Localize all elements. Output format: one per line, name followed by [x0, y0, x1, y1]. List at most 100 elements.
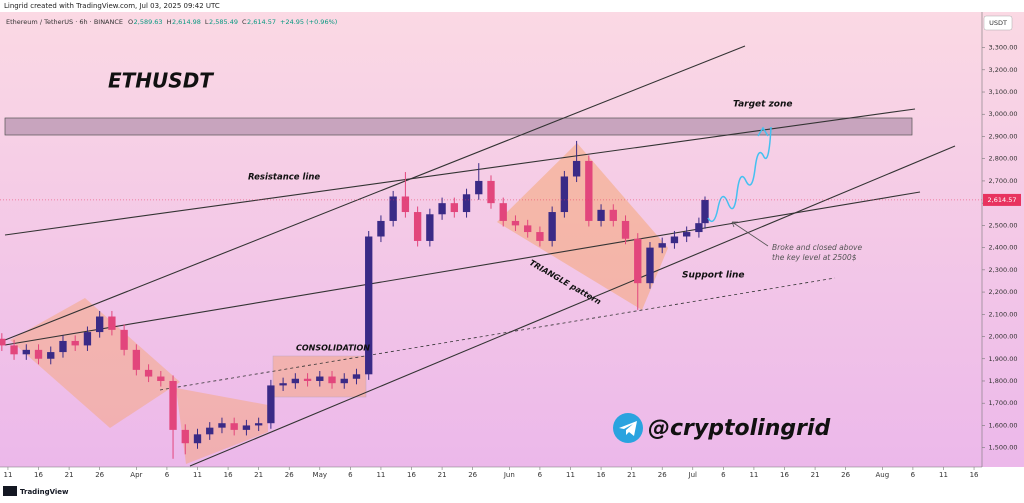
brand: TradingView	[20, 488, 69, 496]
y-tick-label: 3,300.00	[989, 44, 1018, 52]
candle-body	[511, 220, 520, 226]
candle-body	[71, 340, 79, 346]
x-tick-label: 21	[811, 471, 820, 479]
candle-body	[352, 374, 361, 379]
candle-body	[413, 212, 422, 241]
candle-body	[181, 429, 189, 444]
candle-body	[230, 423, 238, 430]
label: Support line	[682, 271, 745, 281]
candle-body	[206, 427, 214, 435]
candle-body	[303, 378, 312, 381]
candle-body	[34, 349, 43, 359]
candle-body	[450, 203, 458, 213]
last-price-box	[983, 193, 1021, 206]
y-tick-label: 1,700.00	[989, 399, 1018, 407]
x-tick-label: Apr	[130, 471, 142, 479]
candle-body	[10, 345, 18, 355]
y-tick-label: 2,300.00	[989, 266, 1018, 274]
y-tick-label: 1,800.00	[989, 377, 1018, 385]
candle-body	[401, 196, 410, 213]
candles	[0, 140, 709, 459]
channel-line	[4, 45, 746, 341]
y-tick-label: 2,100.00	[989, 310, 1018, 318]
candle-body	[267, 385, 275, 424]
candle-body	[487, 180, 495, 204]
candle-body	[462, 194, 471, 213]
x-tick-label: 16	[224, 471, 233, 479]
x-tick-label: 6	[721, 471, 726, 479]
price-axis	[982, 12, 1024, 467]
logo	[3, 486, 17, 496]
projection-arrow	[707, 126, 772, 223]
note: the key level at 2500$	[772, 253, 857, 262]
x-tick-label: 16	[597, 471, 606, 479]
candle-body	[193, 434, 202, 444]
x-tick-label: 16	[34, 471, 43, 479]
x-tick-label: 11	[749, 471, 758, 479]
arrow-head	[757, 126, 769, 137]
telegram-plane	[619, 421, 637, 436]
x-tick-label: 16	[780, 471, 789, 479]
candle-body	[254, 423, 263, 426]
note: Broke and closed above	[772, 243, 862, 252]
x-tick-label: May	[313, 471, 327, 479]
candle-body	[340, 378, 348, 384]
currency-box	[983, 15, 1013, 31]
x-tick-label: Jul	[688, 471, 698, 479]
telegram-icon	[613, 413, 643, 443]
handle: @cryptolingrid	[648, 416, 830, 441]
candle-body	[499, 203, 507, 221]
candle-body	[328, 376, 336, 384]
x-tick-label: 6	[538, 471, 543, 479]
candle-body	[83, 332, 92, 346]
candle-body	[389, 196, 397, 221]
x-tick-label: 11	[376, 471, 385, 479]
candle-body	[682, 232, 691, 237]
y-tick-label: 1,500.00	[989, 444, 1018, 452]
y-tick-label: 2,200.00	[989, 288, 1018, 296]
x-tick-label: 21	[254, 471, 263, 479]
candle-body	[108, 316, 116, 330]
candle-body	[0, 338, 6, 346]
x-tick-label: 6	[911, 471, 916, 479]
ohlc: O 2,589.63 H 2,614.98 L 2,585.49 C 2,614.57 +24.…	[128, 18, 337, 26]
credit: Lingrid created with TradingView.com, Ju…	[4, 2, 220, 10]
candle-body	[634, 238, 642, 284]
candle-body	[279, 383, 287, 386]
x-tick-label: 6	[348, 471, 353, 479]
candle-body	[218, 423, 226, 428]
candle-body	[572, 160, 581, 177]
candle-body	[377, 220, 385, 237]
x-tick-label: 21	[438, 471, 447, 479]
candle-body	[144, 369, 153, 377]
last-price-label: 2,614.57	[988, 196, 1017, 204]
trendlines	[4, 45, 956, 467]
ohlc-label: L	[205, 18, 209, 26]
candle-body	[548, 212, 556, 241]
x-tick-label: 26	[658, 471, 667, 479]
x-tick-label: 16	[407, 471, 416, 479]
resistance-trendline	[4, 108, 916, 236]
candle-body	[560, 176, 569, 213]
ohlc-label: O	[128, 18, 133, 26]
x-tick-label: 26	[841, 471, 850, 479]
y-tick-label: 2,500.00	[989, 221, 1018, 229]
candle-body	[585, 160, 593, 221]
candle-body	[120, 329, 128, 350]
key-trendline	[4, 191, 921, 346]
candle-body	[132, 349, 141, 370]
y-tick-label: 3,100.00	[989, 88, 1018, 96]
pointer	[731, 221, 769, 247]
x-tick-label: 26	[285, 471, 294, 479]
candle-body	[475, 180, 483, 195]
candle-body	[438, 203, 446, 215]
x-tick-label: 26	[95, 471, 104, 479]
ohlc-label: C	[242, 18, 247, 26]
candle-body	[524, 225, 532, 233]
change: +24.95 (+0.96%)	[280, 18, 337, 26]
candle-body	[670, 236, 679, 244]
x-tick-label: 11	[566, 471, 575, 479]
ohlc-value: 2,614.57	[247, 18, 276, 26]
x-tick-label: 11	[3, 471, 12, 479]
